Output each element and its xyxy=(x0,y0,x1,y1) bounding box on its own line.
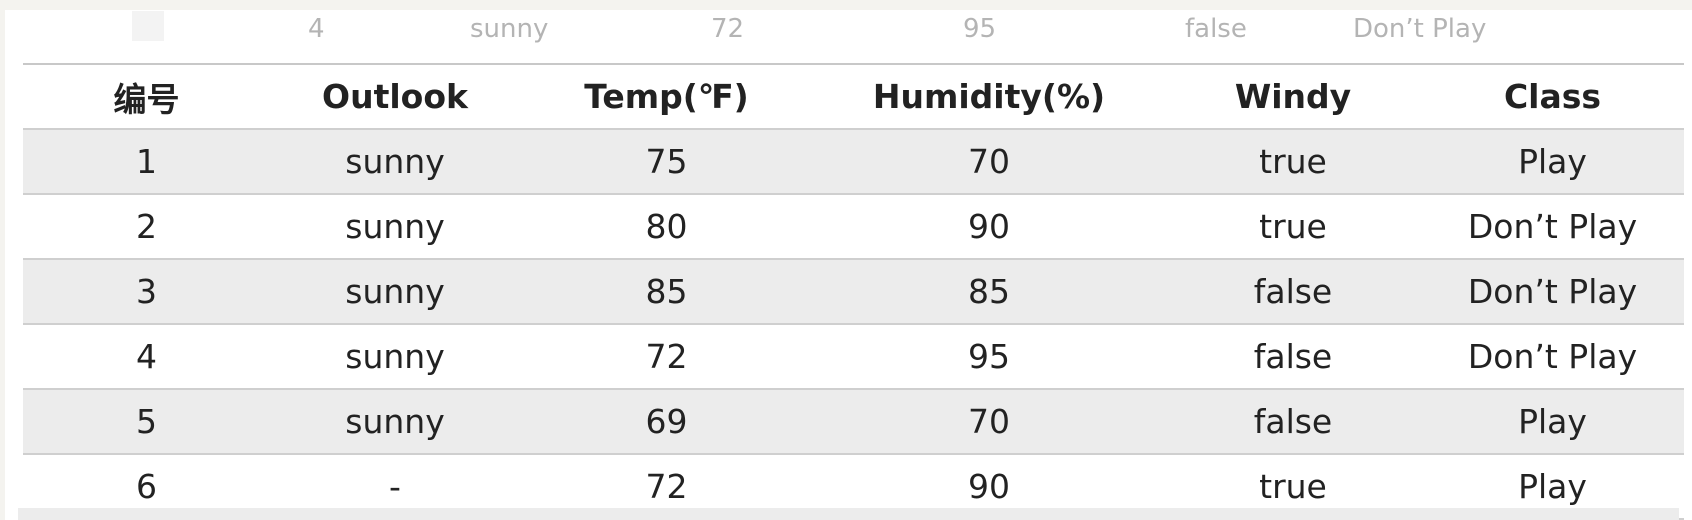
header-humidity: Humidity(%) xyxy=(813,63,1165,129)
table-row: 5 sunny 69 70 false Play xyxy=(23,388,1684,454)
cell-humidity: 95 xyxy=(813,323,1165,389)
cell-outlook: sunny xyxy=(270,128,520,194)
faded-cell-swatch xyxy=(132,11,164,41)
cell-number: 5 xyxy=(23,388,270,454)
cell-windy: false xyxy=(1165,388,1421,454)
cell-windy: false xyxy=(1165,323,1421,389)
header-number: 编号 xyxy=(23,63,270,129)
cell-outlook: sunny xyxy=(270,323,520,389)
cell-temp: 75 xyxy=(520,128,813,194)
cell-class: Don’t Play xyxy=(1421,323,1684,389)
cell-outlook: sunny xyxy=(270,258,520,324)
cell-outlook: sunny xyxy=(270,193,520,259)
cell-windy: true xyxy=(1165,128,1421,194)
faded-cell-outlook: sunny xyxy=(470,14,549,44)
header-outlook: Outlook xyxy=(270,63,520,129)
cell-windy: true xyxy=(1165,193,1421,259)
cell-windy: false xyxy=(1165,258,1421,324)
cell-humidity: 90 xyxy=(813,193,1165,259)
faded-cell-temp: 72 xyxy=(711,14,745,44)
next-row-strip xyxy=(18,508,1679,520)
cell-number: 3 xyxy=(23,258,270,324)
table-row: 1 sunny 75 70 true Play xyxy=(23,128,1684,194)
cell-number: 4 xyxy=(23,323,270,389)
header-temp: Temp(℉) xyxy=(520,63,813,129)
cell-humidity: 70 xyxy=(813,128,1165,194)
weather-play-table: 编号 Outlook Temp(℉) Humidity(%) Windy Cla… xyxy=(23,63,1684,520)
faded-cell-humidity: 95 xyxy=(963,14,997,44)
table-row: 3 sunny 85 85 false Don’t Play xyxy=(23,258,1684,324)
faded-previous-row: 4 sunny 72 95 false Don’t Play xyxy=(5,10,1692,64)
document-page: 4 sunny 72 95 false Don’t Play 编号 Outloo… xyxy=(5,10,1692,520)
table-row: 4 sunny 72 95 false Don’t Play xyxy=(23,323,1684,389)
cell-number: 1 xyxy=(23,128,270,194)
header-windy: Windy xyxy=(1165,63,1421,129)
faded-cell-class: Don’t Play xyxy=(1353,14,1487,44)
table-header-row: 编号 Outlook Temp(℉) Humidity(%) Windy Cla… xyxy=(23,63,1684,129)
cell-class: Play xyxy=(1421,128,1684,194)
cell-outlook: sunny xyxy=(270,388,520,454)
cell-class: Don’t Play xyxy=(1421,193,1684,259)
faded-cell-windy: false xyxy=(1185,14,1247,44)
table-row: 2 sunny 80 90 true Don’t Play xyxy=(23,193,1684,259)
cell-humidity: 70 xyxy=(813,388,1165,454)
cell-humidity: 85 xyxy=(813,258,1165,324)
cell-temp: 85 xyxy=(520,258,813,324)
header-class: Class xyxy=(1421,63,1684,129)
cell-temp: 80 xyxy=(520,193,813,259)
cell-temp: 72 xyxy=(520,323,813,389)
faded-cell-number: 4 xyxy=(308,14,325,44)
cell-class: Play xyxy=(1421,388,1684,454)
cell-temp: 69 xyxy=(520,388,813,454)
cell-number: 2 xyxy=(23,193,270,259)
cell-class: Don’t Play xyxy=(1421,258,1684,324)
